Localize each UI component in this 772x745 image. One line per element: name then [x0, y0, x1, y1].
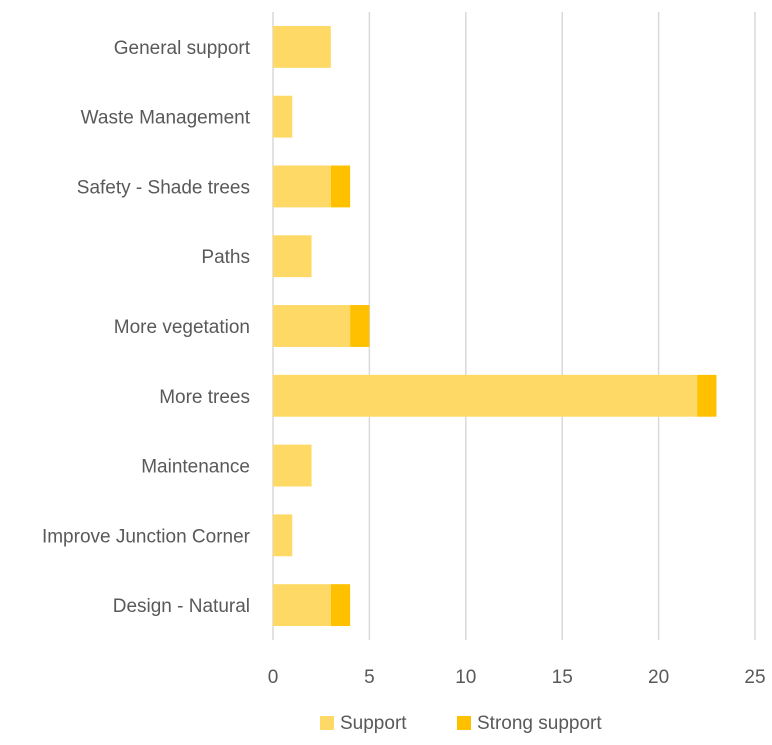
- category-label: More trees: [159, 387, 250, 408]
- bar-segment: [273, 514, 293, 557]
- bars: [273, 25, 717, 627]
- x-tick-label: 0: [268, 667, 279, 688]
- legend: Support Strong support: [320, 713, 602, 734]
- x-tick-label: 10: [455, 667, 476, 688]
- bar-segment: [273, 235, 312, 278]
- x-tick-labels: 0 5 10 15 20 25: [268, 667, 766, 688]
- bar-segment: [273, 444, 312, 487]
- legend-swatch: [457, 716, 471, 730]
- legend-label: Support: [340, 713, 407, 734]
- legend-label: Strong support: [477, 713, 602, 734]
- bar-segment: [273, 95, 293, 138]
- bar-segment: [273, 305, 351, 347]
- category-label: Safety - Shade trees: [77, 177, 250, 198]
- bar-segment: [330, 584, 351, 627]
- bar-segment: [273, 584, 331, 627]
- category-label: Paths: [201, 247, 250, 268]
- x-tick-label: 20: [648, 667, 669, 688]
- legend-swatch: [320, 716, 334, 730]
- bar-segment: [330, 165, 351, 208]
- bar-segment: [697, 374, 717, 417]
- bar-segment: [350, 305, 370, 347]
- category-label: Maintenance: [141, 457, 250, 478]
- x-tick-label: 15: [552, 667, 573, 688]
- category-label: Improve Junction Corner: [42, 526, 251, 547]
- category-label: Design - Natural: [113, 596, 250, 617]
- bar-segment: [273, 25, 331, 68]
- category-labels: General support Waste Management Safety - …: [42, 38, 251, 617]
- bar-segment: [273, 165, 331, 208]
- category-label: General support: [114, 38, 251, 59]
- category-label: More vegetation: [114, 317, 250, 338]
- x-tick-label: 25: [744, 667, 765, 688]
- category-label: Waste Management: [81, 108, 251, 129]
- x-tick-label: 5: [364, 667, 375, 688]
- bar-segment: [273, 374, 698, 417]
